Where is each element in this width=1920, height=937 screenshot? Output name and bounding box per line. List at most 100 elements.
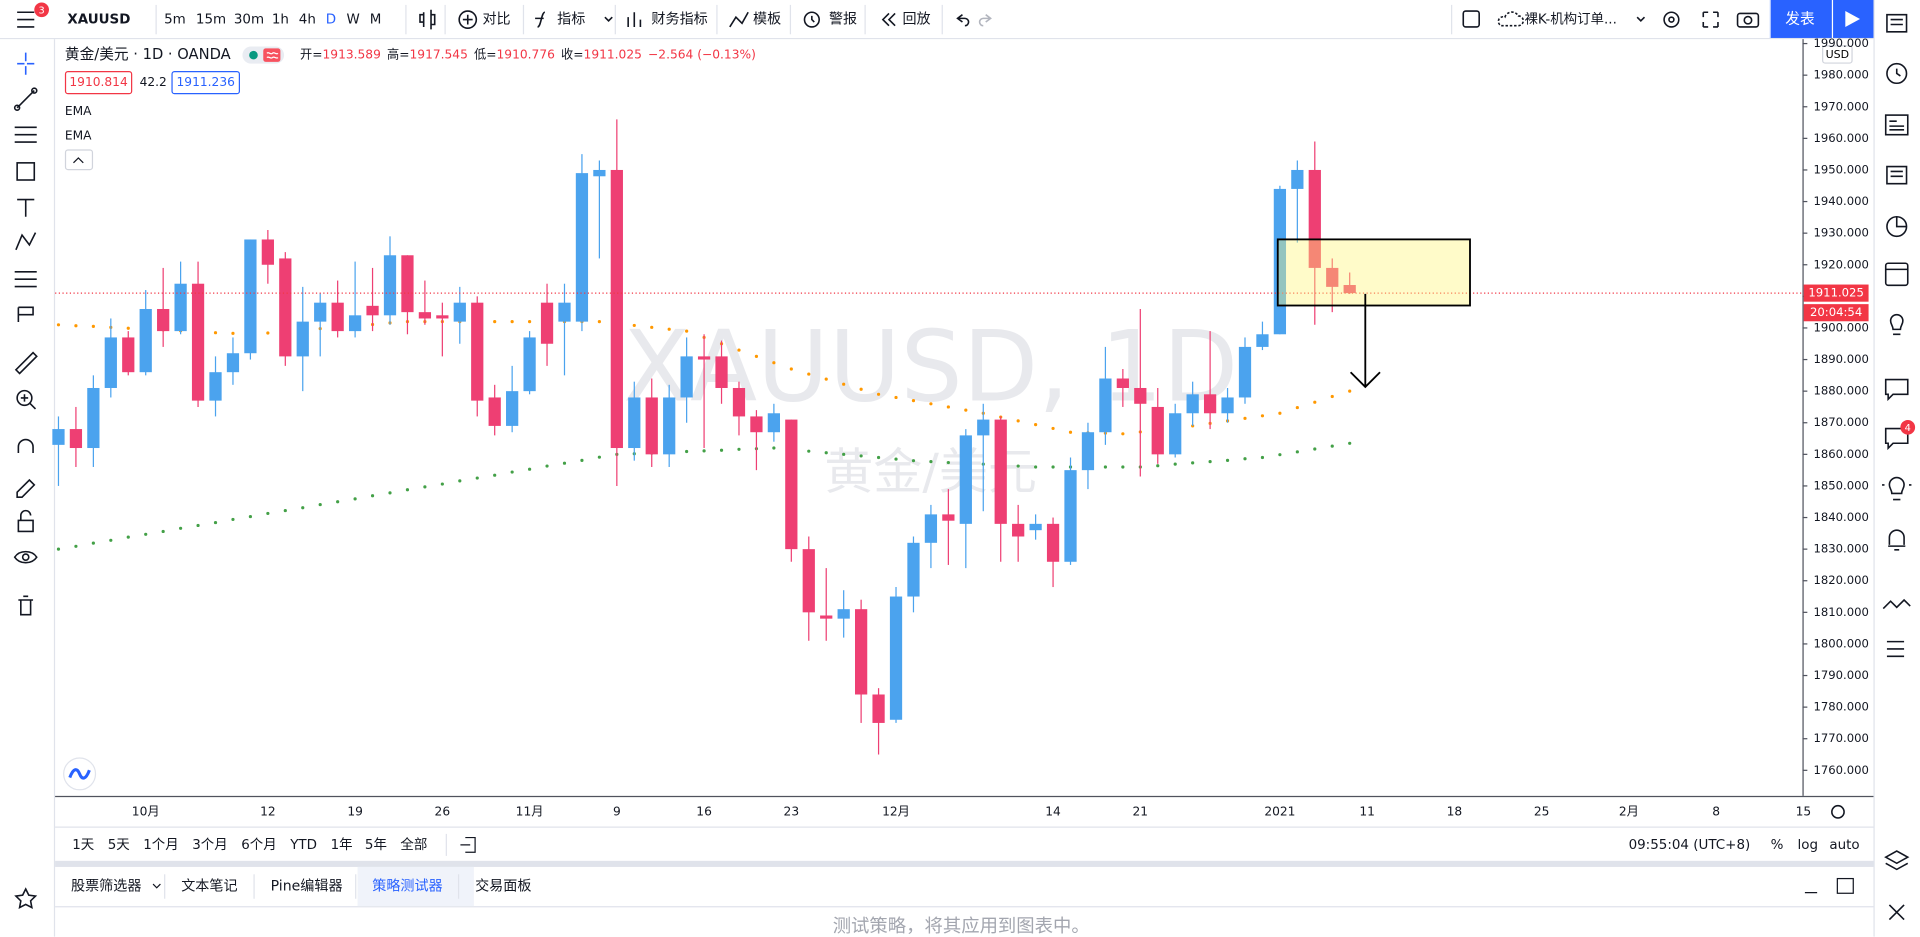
dropdown-icon[interactable]	[152, 883, 161, 889]
draw-mode-tool[interactable]	[16, 478, 36, 498]
publish-button[interactable]: 发表	[1785, 11, 1815, 28]
range-button[interactable]: 1天	[72, 838, 94, 853]
bid-box[interactable]	[64, 71, 133, 95]
ask-price[interactable]: 1911.236	[177, 75, 236, 89]
prediction-tool[interactable]	[14, 271, 37, 288]
chat-icon[interactable]	[1884, 378, 1909, 402]
toolbar-button[interactable]: 警报	[829, 12, 857, 28]
pattern-tool[interactable]	[15, 232, 37, 251]
bid-price[interactable]: 1910.814	[69, 75, 128, 89]
range-button[interactable]: 5天	[108, 838, 130, 853]
dropdown-icon[interactable]	[1636, 16, 1646, 22]
toolbar-button[interactable]: 回放	[902, 12, 930, 28]
panel-tab[interactable]: 股票筛选器	[71, 879, 141, 895]
interval-button[interactable]: 4h	[299, 13, 316, 28]
scale-option[interactable]: auto	[1829, 838, 1859, 853]
range-button[interactable]: YTD	[289, 838, 317, 853]
watchlist-icon[interactable]	[1886, 13, 1908, 33]
interval-button[interactable]: 30m	[234, 13, 264, 28]
interval-button[interactable]: 15m	[196, 13, 226, 28]
data-window-icon[interactable]	[1886, 165, 1908, 185]
magnet-tool[interactable]	[17, 438, 34, 454]
screenshot-icon[interactable]	[1736, 12, 1760, 28]
delete-tool[interactable]	[18, 595, 34, 616]
panel-tab[interactable]: 文本笔记	[181, 879, 237, 895]
toolbar-button[interactable]: 指标	[557, 12, 585, 28]
drawn-rectangle[interactable]	[1276, 238, 1471, 307]
x-tick-label: 16	[696, 804, 712, 818]
layers-icon[interactable]	[1884, 850, 1910, 871]
range-button[interactable]: 1年	[331, 837, 353, 853]
help-icon[interactable]	[1888, 904, 1905, 921]
toolbar-button[interactable]: 财务指标	[651, 12, 707, 28]
panel-tab[interactable]: 交易面板	[475, 878, 531, 895]
calendar-icon[interactable]	[1884, 262, 1909, 287]
settings-icon[interactable]	[1663, 11, 1680, 28]
panel-tab[interactable]: Pine编辑器	[271, 879, 343, 895]
fullscreen-icon[interactable]	[1702, 11, 1719, 28]
interval-button[interactable]: 1h	[272, 13, 289, 28]
interval-button[interactable]: W	[347, 13, 360, 28]
undo-icon[interactable]	[956, 14, 970, 27]
drawn-arrow[interactable]	[1349, 293, 1381, 389]
icon-tool[interactable]	[17, 306, 34, 323]
news-icon[interactable]	[1884, 114, 1909, 136]
range-button[interactable]: 3个月	[192, 837, 227, 853]
interval-button[interactable]: 5m	[164, 13, 186, 28]
range-button[interactable]: 全部	[400, 836, 427, 853]
goto-date-icon[interactable]	[460, 836, 476, 853]
text-tool[interactable]	[17, 198, 35, 217]
range-button[interactable]: 5年	[365, 837, 387, 853]
streams-icon[interactable]	[1882, 476, 1912, 501]
toolbar-button[interactable]: 对比	[482, 12, 510, 28]
fib-tool[interactable]	[14, 126, 37, 143]
zoom-tool[interactable]	[16, 389, 33, 407]
symbol[interactable]: XAUUSD	[67, 13, 130, 28]
candle-body	[1291, 169, 1304, 189]
ideas-icon[interactable]	[1889, 313, 1904, 336]
publish-button-bg[interactable]	[1769, 0, 1832, 38]
ema-dot	[946, 460, 950, 465]
watermark-symbol: XAUUSD, 1D	[623, 310, 1238, 424]
bar-style-icon[interactable]	[419, 9, 436, 30]
replay-icon[interactable]	[881, 12, 896, 27]
ema-dot	[1243, 457, 1247, 461]
layout-icon[interactable]	[1462, 10, 1480, 28]
ema-dot	[1278, 453, 1282, 457]
clock[interactable]: 09:55:04 (UTC+8)	[1629, 838, 1751, 853]
maximize-icon[interactable]	[1836, 877, 1854, 894]
favorites-tool[interactable]	[14, 887, 38, 910]
menu-icon[interactable]	[17, 11, 35, 28]
indicator-icon[interactable]	[535, 11, 546, 28]
hide-tool[interactable]	[13, 550, 38, 564]
dropdown-icon[interactable]	[604, 16, 613, 22]
trend-line-tool[interactable]	[16, 90, 35, 109]
collapse-button[interactable]	[64, 149, 94, 171]
range-button[interactable]: 1个月	[143, 837, 178, 853]
trading-icon[interactable]	[1882, 598, 1911, 610]
scale-option[interactable]: %	[1771, 838, 1784, 853]
interval-button[interactable]: M	[370, 13, 382, 28]
object-tree-icon[interactable]	[1886, 640, 1905, 658]
notifications-icon[interactable]	[1888, 529, 1906, 551]
redo-icon[interactable]	[978, 14, 992, 27]
financials-icon[interactable]	[627, 12, 642, 27]
compare-icon[interactable]	[458, 10, 478, 29]
toolbar-button[interactable]: 模板	[753, 12, 781, 28]
scale-option[interactable]: log	[1798, 838, 1819, 853]
alert-icon[interactable]	[803, 11, 820, 28]
ema-dot	[842, 382, 846, 386]
lock-tool[interactable]	[17, 519, 34, 533]
range-button[interactable]: 6个月	[241, 837, 276, 853]
measure-tool[interactable]	[14, 351, 38, 375]
axis-settings-icon[interactable]	[1831, 804, 1845, 819]
cloud-icon[interactable]	[1497, 11, 1524, 27]
shape-tool[interactable]	[16, 162, 36, 181]
layout-name[interactable]: 裸K-机构订单...	[1524, 12, 1616, 28]
alerts-icon[interactable]	[1886, 62, 1908, 85]
ask-box[interactable]	[171, 71, 241, 95]
crosshair-tool[interactable]	[17, 52, 35, 75]
interval-button[interactable]: D	[326, 13, 336, 28]
template-icon[interactable]	[729, 11, 749, 28]
panel-tab[interactable]: 策略测试器	[372, 878, 442, 895]
